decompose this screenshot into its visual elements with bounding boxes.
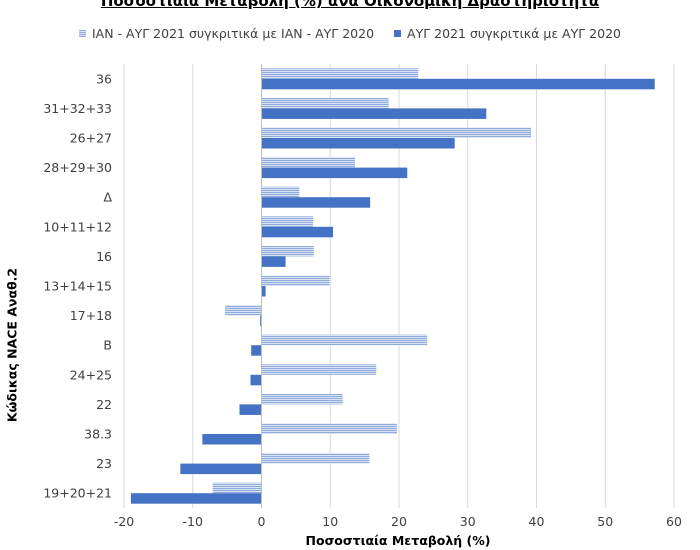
y-tick-label: 28+29+30 <box>43 160 112 175</box>
bar-ytd <box>261 68 419 79</box>
y-tick-label: 13+14+15 <box>43 279 112 294</box>
legend-item-ytd: ΙΑΝ - ΑΥΓ 2021 συγκριτικά με ΙΑΝ - ΑΥΓ 2… <box>79 26 374 41</box>
bar-august <box>180 463 262 475</box>
legend: ΙΑΝ - ΑΥΓ 2021 συγκριτικά με ΙΑΝ - ΑΥΓ 2… <box>0 26 700 41</box>
y-tick-label: 16 <box>96 249 112 264</box>
y-tick-label: Δ <box>103 190 112 205</box>
chart-title: Ποσοστιαία Μεταβολή (%) ανά Οικονομική Δ… <box>100 0 600 10</box>
y-tick-label: 24+25 <box>70 367 112 382</box>
x-tick-label: -20 <box>114 514 134 529</box>
legend-swatch-ytd <box>79 30 86 37</box>
y-tick-label: 26+27 <box>70 131 112 146</box>
bar-ytd <box>261 157 355 168</box>
y-tick-label: 19+20+21 <box>43 486 112 501</box>
x-tick-label: -10 <box>183 514 203 529</box>
bar-august <box>260 315 262 327</box>
y-tick-label: 38.3 <box>84 427 112 442</box>
x-tick-label: 20 <box>391 514 407 529</box>
bar-ytd <box>261 364 377 375</box>
bar-ytd <box>261 97 389 109</box>
y-tick-label: 23 <box>96 456 112 471</box>
legend-item-august: ΑΥΓ 2021 συγκριτικά με ΑΥΓ 2020 <box>394 26 621 41</box>
bar-ytd <box>261 453 370 464</box>
y-tick-label: 22 <box>96 397 112 412</box>
x-axis-title: Ποσοστιαία Μεταβολή (%) <box>0 533 700 548</box>
bar-ytd <box>261 245 314 257</box>
bar-ytd <box>261 423 397 434</box>
bar-ytd <box>261 186 300 198</box>
bar-august <box>250 374 262 386</box>
bar-august <box>261 78 655 90</box>
y-tick-label: 31+32+33 <box>43 101 112 116</box>
x-tick-label: 0 <box>258 514 266 529</box>
y-tick-label: 36 <box>96 71 112 86</box>
bar-ytd <box>261 393 343 405</box>
bar-august <box>261 138 455 149</box>
bar-august <box>261 286 266 297</box>
y-axis-title: Κώδικας NACE Αναθ.2 <box>2 245 22 445</box>
bar-august <box>261 256 286 267</box>
bar-august <box>239 404 262 415</box>
legend-label-ytd: ΙΑΝ - ΑΥΓ 2021 συγκριτικά με ΙΑΝ - ΑΥΓ 2… <box>92 26 375 41</box>
bar-ytd <box>212 482 262 494</box>
bar-august <box>261 167 408 179</box>
x-tick-label: 10 <box>322 514 338 529</box>
legend-label-august: ΑΥΓ 2021 συγκριτικά με ΑΥΓ 2020 <box>407 26 621 41</box>
x-tick-label: 30 <box>460 514 476 529</box>
y-axis-title-text: Κώδικας NACE Αναθ.2 <box>4 267 20 423</box>
bar-august <box>251 345 262 356</box>
bar-ytd <box>261 275 330 286</box>
bar-ytd <box>261 334 428 346</box>
x-tick-label: 40 <box>529 514 545 529</box>
bar-ytd <box>261 127 531 138</box>
x-tick-label: 50 <box>597 514 613 529</box>
bar-august <box>261 226 333 238</box>
y-tick-label: Β <box>103 338 112 353</box>
x-axis-title-text: Ποσοστιαία Μεταβολή (%) <box>305 533 491 548</box>
bar-august <box>130 493 262 504</box>
bar-august <box>202 434 262 445</box>
bar-august <box>261 108 487 119</box>
y-tick-label: 10+11+12 <box>43 219 112 234</box>
bar-ytd <box>225 305 262 316</box>
legend-swatch-august <box>394 30 402 37</box>
bar-ytd <box>261 216 314 227</box>
x-tick-label: 60 <box>666 514 682 529</box>
y-tick-label: 17+18 <box>70 308 112 323</box>
bar-august <box>261 197 371 208</box>
